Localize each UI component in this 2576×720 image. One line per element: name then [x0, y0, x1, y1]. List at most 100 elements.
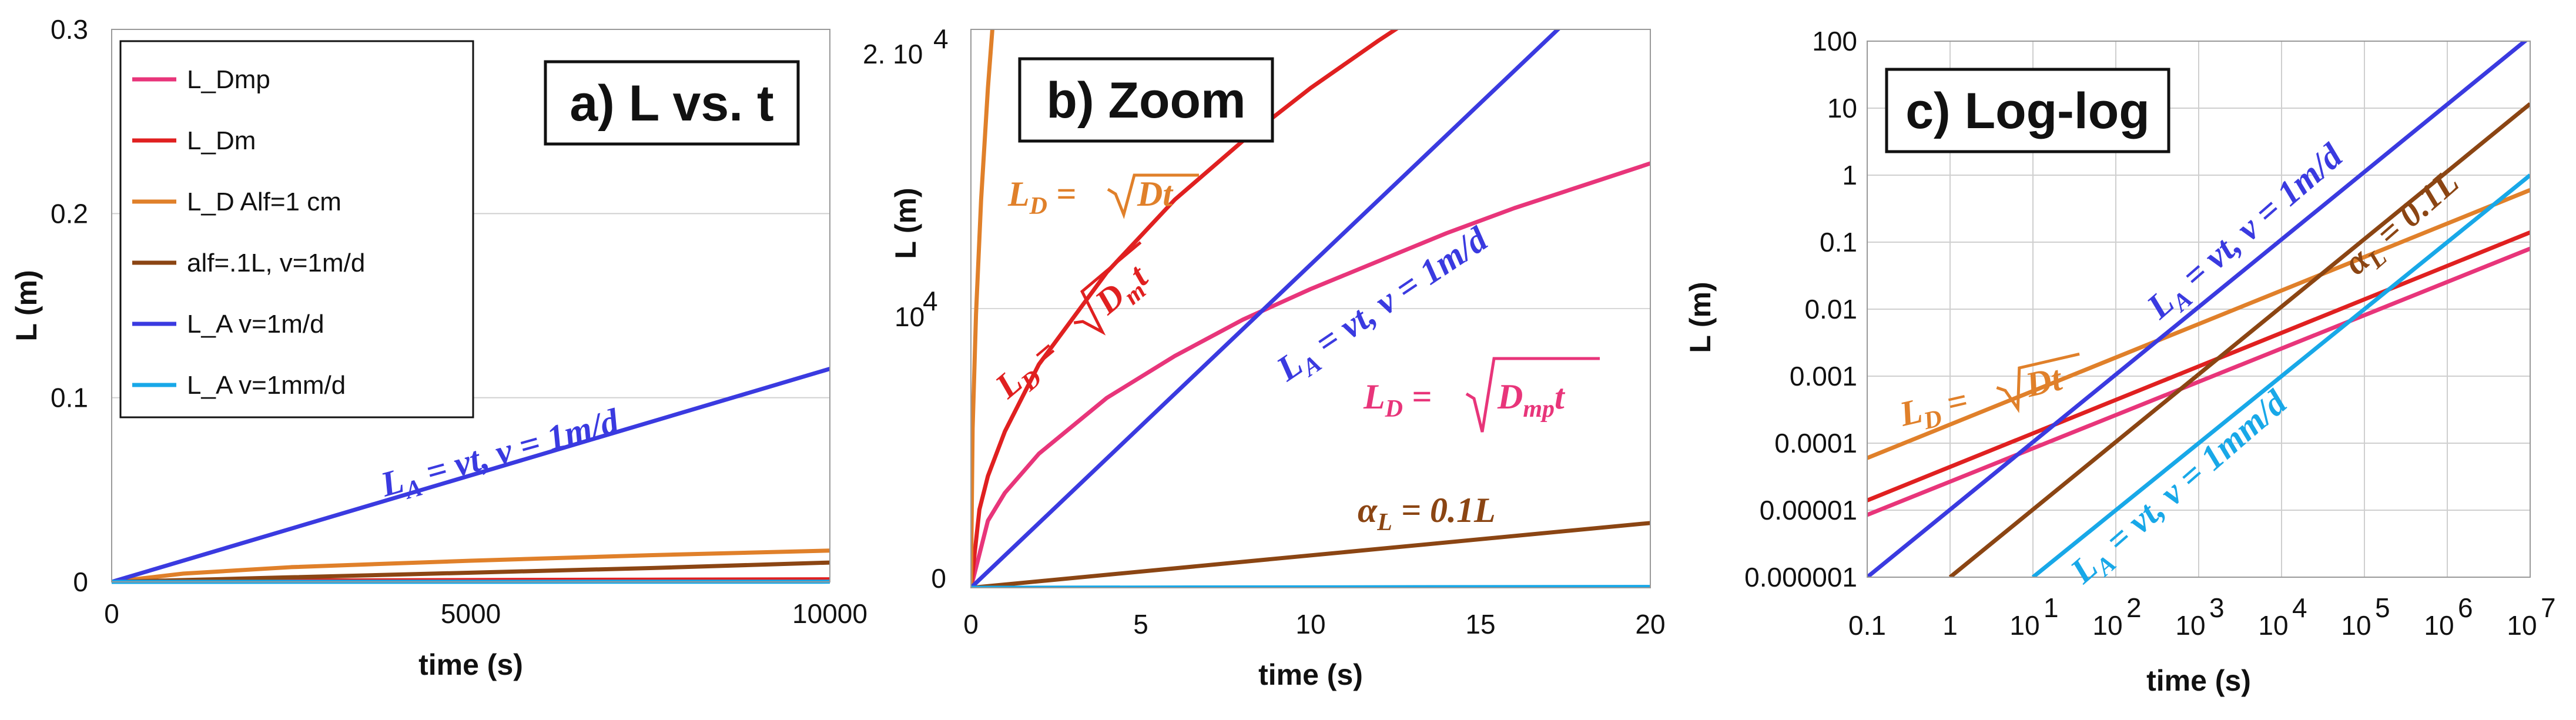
panel-c-xtick: 101	[2009, 592, 2058, 641]
panel-c-y-tick-labels: 0.000001 0.00001 0.0001 0.001 0.01 0.1 1 10 100	[1744, 26, 1857, 592]
svg-text:10: 10	[2507, 610, 2537, 641]
panel-c-ylabel: L (m)	[1684, 282, 1717, 353]
panel-a-ytick: 0.2	[51, 198, 88, 229]
svg-text:10: 10	[895, 302, 924, 332]
svg-text:10: 10	[2092, 610, 2122, 641]
panel-c-xtick: 104	[2258, 592, 2307, 641]
panel-c-series-l-a-v-1mm-d	[2031, 173, 2530, 577]
svg-text:2: 2	[2126, 592, 2142, 623]
svg-text:10: 10	[2424, 610, 2454, 641]
panel-a-series-l-d-alf-1-cm	[111, 548, 830, 584]
panel-b-annotation-ld: LD = Dt	[1007, 173, 1199, 220]
panel-b-xlabel: time (s)	[1258, 658, 1363, 691]
panel-a-legend-label: alf=.1L, v=1m/d	[187, 249, 365, 277]
svg-text:Dmt: Dmt	[1087, 256, 1160, 327]
panel-a-legend-label: L_Dmp	[187, 65, 270, 94]
panel-b-x-tick-labels: 0 5 10 15 20	[963, 609, 1665, 639]
panel-b-xtick: 0	[963, 609, 979, 639]
svg-text:1: 1	[1942, 610, 1958, 641]
panel-a-legend-label: L_A v=1mm/d	[187, 371, 346, 400]
svg-text:10: 10	[2175, 610, 2205, 641]
svg-text:4: 4	[923, 286, 938, 316]
panel-c-ytick: 0.00001	[1760, 495, 1857, 525]
panel-c-xtick: 103	[2175, 592, 2224, 641]
svg-text:7: 7	[2541, 592, 2556, 623]
panel-c-series-l-d-alf-1-cm	[1867, 188, 2530, 460]
panel-a-ylabel: L (m)	[10, 270, 43, 341]
panel-c-ytick: 0.001	[1790, 361, 1857, 391]
svg-text:1: 1	[2044, 592, 2059, 623]
panel-b-plot-frame	[970, 29, 1651, 588]
panel-a-xtick: 5000	[441, 598, 501, 629]
panel-a-x-tick-labels: 0 5000 10000	[104, 598, 867, 629]
panel-b-annotation-ldmp: LD = Dmpt	[1363, 357, 1600, 433]
svg-text:4: 4	[2292, 592, 2307, 623]
panel-b-title-box	[1018, 57, 1274, 143]
panel-b-ytick-1: 10 4	[895, 286, 938, 332]
panel-b-series-l-d-alf-1-cm	[971, 29, 994, 588]
svg-text:Dt: Dt	[2021, 359, 2066, 405]
panel-b-annotation-alpha: αL = 0.1L	[1358, 491, 1496, 536]
panel-c-series-alf-1l-v-1m-d	[1948, 102, 2530, 577]
panel-c-ytick: 0.0001	[1774, 428, 1857, 458]
panel-c-annotation-ld: LD = Dt	[1895, 352, 2080, 440]
svg-text:0.1: 0.1	[1848, 610, 1886, 641]
panel-c-series-l-dmp	[1867, 246, 2530, 517]
svg-text:LD =: LD =	[1363, 377, 1432, 423]
svg-text:Dmpt: Dmpt	[1497, 377, 1566, 423]
panel-a-ytick: 0.3	[51, 14, 88, 45]
svg-text:10: 10	[2258, 610, 2288, 641]
panel-a-title: a) L vs. t	[570, 75, 773, 132]
panel-b-series-l-a-v-1m-d	[971, 29, 1561, 588]
panel-a-series-l-a-v-1m-d	[111, 367, 830, 584]
panel-a-series-alf-1l-v-1m-d	[111, 560, 830, 584]
panel-a-legend-label: L_D Alf=1 cm	[187, 187, 341, 216]
panel-c-xtick: 105	[2341, 592, 2390, 641]
svg-text:LD =: LD =	[1007, 175, 1076, 220]
panel-c-ytick: 0.000001	[1744, 562, 1857, 592]
panel-c-ytick: 0.01	[1804, 294, 1857, 324]
panel-a-title-box	[544, 60, 800, 146]
panel-a-y-tick-labels: 0 0.1 0.2 0.3	[51, 14, 88, 597]
panel-c-title-box	[1885, 68, 2170, 153]
panel-c-series-l-dm	[1867, 230, 2530, 503]
panel-b: 0 5 10 15 20 0 10 4 2. 10 4 L (m) time (s) b…	[863, 24, 1666, 691]
panel-c-series-l-a-v-1m-d	[1867, 41, 2528, 577]
panel-a-ytick: 0.1	[51, 383, 88, 413]
svg-text:4: 4	[933, 24, 949, 54]
panel-c-xtick: 102	[2092, 592, 2141, 641]
panel-c-xtick: 106	[2424, 592, 2473, 641]
panel-b-xtick: 5	[1133, 609, 1148, 639]
panel-a-legend-label: L_A v=1m/d	[187, 310, 324, 339]
svg-text:3: 3	[2209, 592, 2225, 623]
panel-a-legend: L_Dmp L_Dm L_D Alf=1 cm alf=.1L, v=1m/d L_A …	[119, 40, 474, 418]
panel-b-ytick-0: 0	[931, 563, 946, 594]
panel-c-ytick: 10	[1827, 93, 1857, 123]
panel-c-ytick: 0.1	[1820, 227, 1857, 257]
panel-c-ytick: 100	[1812, 26, 1857, 56]
svg-text:LD =: LD =	[1895, 380, 1973, 440]
panel-c-annotation-la-mm: LA = vt, v = 1mm/d	[2062, 383, 2298, 596]
panel-c-ytick: 1	[1842, 160, 1857, 190]
panel-a-legend-label: L_Dm	[187, 126, 256, 155]
panel-b-series-alf-1l-v-1m-d	[971, 521, 1650, 588]
panel-c-xtick: 0.1	[1848, 610, 1886, 641]
panel-b-xtick: 10	[1295, 609, 1325, 639]
panel-a-xtick: 10000	[792, 598, 867, 629]
panel-b-annotation-ldm: LD = Dmt	[987, 241, 1160, 411]
panel-c-annotation-la: LA = vt, v = 1m/d	[2139, 136, 2354, 331]
svg-text:5: 5	[2375, 592, 2390, 623]
panel-a-xtick: 0	[104, 598, 119, 629]
panel-c-xlabel: time (s)	[2146, 664, 2251, 697]
svg-text:2. 10: 2. 10	[863, 39, 923, 69]
panel-b-ytick-2: 2. 10 4	[863, 24, 949, 69]
panel-b-series-l-dm	[971, 29, 1399, 588]
panel-a-xlabel: time (s)	[418, 648, 523, 681]
panel-c-plot-frame	[1867, 41, 2531, 578]
svg-text:LD =: LD =	[987, 332, 1069, 411]
panel-c-series	[1867, 41, 2530, 577]
panel-b-ylabel: L (m)	[889, 187, 922, 259]
panel-c-xtick: 1	[1942, 610, 1958, 641]
